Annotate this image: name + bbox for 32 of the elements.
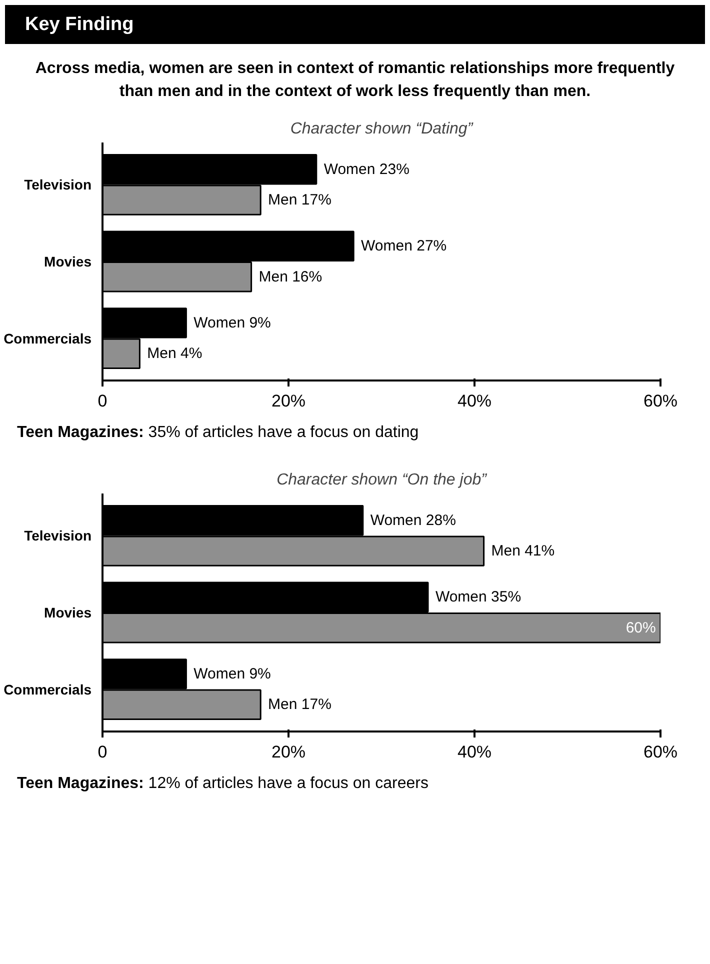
y-tick-label: Movies (44, 253, 92, 270)
x-tick-label: 20% (271, 391, 306, 410)
y-tick-label: Commercials (4, 330, 92, 346)
text: Teen Magazines: 12% of articles have a focus on careers (17, 774, 428, 794)
text: Across media, women are seen in context of romantic relationships more frequently than men and in the context of work less frequently than men. (35, 59, 675, 102)
x-tick-label: 40% (457, 742, 492, 762)
x-tick-label: 60% (643, 391, 678, 410)
data-label: 60% (626, 619, 656, 636)
text: Men 17% (268, 191, 332, 208)
chart-title: Character shown “Dating” (290, 120, 474, 138)
y-tick-label: Commercials (4, 680, 92, 697)
text: Men 16% (258, 268, 322, 286)
text: Men 41% (491, 542, 555, 560)
x-tick-label: 40% (457, 391, 492, 410)
text: Women 28% (370, 512, 456, 529)
x-tick-label: 0 (98, 391, 108, 410)
x-tick-label: 60% (643, 742, 678, 762)
y-tick-label: Television (24, 527, 92, 544)
y-tick-label: Movies (44, 604, 92, 620)
x-tick-label: 0 (98, 742, 108, 762)
chart-title: Character shown “On the job” (276, 471, 488, 488)
text: Women 27% (361, 237, 447, 254)
x-tick-label: 20% (271, 742, 306, 762)
text: Teen Magazines: 35% of articles have a focus on dating (17, 422, 419, 443)
y-tick-label: Television (24, 176, 92, 193)
text: Men 17% (268, 696, 332, 713)
text: Women 9% (194, 314, 271, 332)
text: Women 9% (194, 665, 271, 682)
text: Women 35% (435, 588, 522, 606)
text: Men 4% (147, 344, 202, 362)
text: Women 23% (324, 160, 410, 178)
text: Key Finding (25, 13, 134, 37)
